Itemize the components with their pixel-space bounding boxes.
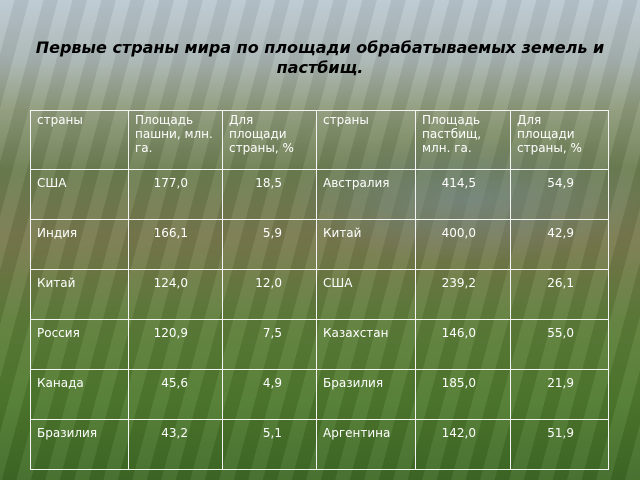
- value-cell: 5,9: [222, 219, 317, 270]
- country-cell: Канада: [30, 369, 129, 420]
- header-cell: Площадь пашни, млн. га.: [128, 110, 223, 170]
- value-cell: 43,2: [128, 419, 223, 470]
- country-cell: Россия: [30, 319, 129, 370]
- value-cell: 120,9: [128, 319, 223, 370]
- value-cell: 4,9: [222, 369, 317, 420]
- country-cell: Австралия: [316, 169, 416, 220]
- value-cell: 18,5: [222, 169, 317, 220]
- value-cell: 51,9: [510, 419, 609, 470]
- header-cell: страны: [316, 110, 416, 170]
- country-cell: Аргентина: [316, 419, 416, 470]
- value-cell: 45,6: [128, 369, 223, 420]
- table-row: Китай 124,0 12,0 США 239,2 26,1: [30, 269, 609, 320]
- country-cell: США: [30, 169, 129, 220]
- header-cell: Площадь пастбищ, млн. га.: [415, 110, 511, 170]
- table-row: США 177,0 18,5 Австралия 414,5 54,9: [30, 169, 609, 220]
- value-cell: 55,0: [510, 319, 609, 370]
- value-cell: 5,1: [222, 419, 317, 470]
- value-cell: 124,0: [128, 269, 223, 320]
- value-cell: 12,0: [222, 269, 317, 320]
- data-table: страны Площадь пашни, млн. га. Для площади…: [30, 110, 609, 470]
- country-cell: Китай: [30, 269, 129, 320]
- value-cell: 414,5: [415, 169, 511, 220]
- value-cell: 177,0: [128, 169, 223, 220]
- header-cell: Для площади страны, %: [510, 110, 609, 170]
- header-cell: Для площади страны, %: [222, 110, 317, 170]
- country-cell: Китай: [316, 219, 416, 270]
- country-cell: Казахстан: [316, 319, 416, 370]
- value-cell: 54,9: [510, 169, 609, 220]
- header-row: страны Площадь пашни, млн. га. Для площади…: [30, 110, 609, 170]
- header-cell: страны: [30, 110, 129, 170]
- value-cell: 142,0: [415, 419, 511, 470]
- country-cell: Бразилия: [316, 369, 416, 420]
- value-cell: 146,0: [415, 319, 511, 370]
- value-cell: 400,0: [415, 219, 511, 270]
- value-cell: 26,1: [510, 269, 609, 320]
- slide-title: Первые страны мира по площади обрабатыва…: [35, 38, 605, 77]
- country-cell: Бразилия: [30, 419, 129, 470]
- country-cell: Индия: [30, 219, 129, 270]
- value-cell: 7,5: [222, 319, 317, 370]
- value-cell: 185,0: [415, 369, 511, 420]
- value-cell: 166,1: [128, 219, 223, 270]
- value-cell: 42,9: [510, 219, 609, 270]
- table-row: Канада 45,6 4,9 Бразилия 185,0 21,9: [30, 369, 609, 420]
- table-row: Бразилия 43,2 5,1 Аргентина 142,0 51,9: [30, 419, 609, 470]
- value-cell: 239,2: [415, 269, 511, 320]
- value-cell: 21,9: [510, 369, 609, 420]
- country-cell: США: [316, 269, 416, 320]
- table-row: Россия 120,9 7,5 Казахстан 146,0 55,0: [30, 319, 609, 370]
- table-row: Индия 166,1 5,9 Китай 400,0 42,9: [30, 219, 609, 270]
